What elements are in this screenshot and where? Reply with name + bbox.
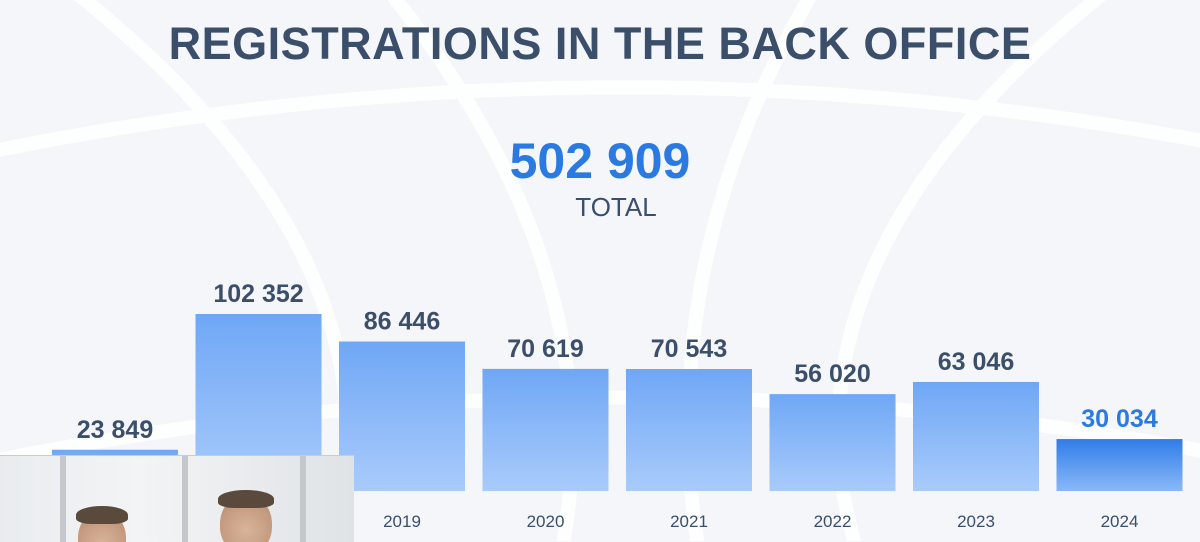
value-label-0: 23 849: [77, 416, 153, 444]
window-frame: [60, 456, 66, 542]
video-overlay-thumbnail: [0, 455, 354, 542]
person-hair: [76, 506, 128, 524]
category-label-7: 2024: [1101, 512, 1139, 531]
bar-2: [339, 341, 465, 491]
category-label-5: 2022: [814, 512, 852, 531]
value-label-1: 102 352: [213, 280, 303, 308]
person-hair: [218, 490, 274, 508]
bar-5: [769, 394, 896, 491]
value-label-5: 56 020: [794, 360, 870, 388]
category-label-2: 2019: [383, 512, 421, 531]
value-label-6: 63 046: [938, 348, 1014, 376]
total-label: TOTAL: [575, 192, 657, 222]
value-label-4: 70 543: [651, 335, 727, 363]
chart-title: REGISTRATIONS IN THE BACK OFFICE: [168, 18, 1032, 69]
category-label-6: 2023: [957, 512, 995, 531]
bar-4: [626, 369, 752, 491]
value-label-3: 70 619: [507, 335, 583, 363]
value-label-2: 86 446: [364, 308, 440, 336]
value-label-7: 30 034: [1081, 405, 1158, 433]
bar-3: [482, 368, 609, 491]
bar-7: [1056, 439, 1183, 491]
category-label-4: 2021: [670, 512, 708, 531]
total-value: 502 909: [509, 133, 691, 189]
bar-6: [913, 381, 1039, 491]
window-frame: [182, 456, 188, 542]
window-frame: [300, 456, 306, 542]
category-label-3: 2020: [527, 512, 565, 531]
